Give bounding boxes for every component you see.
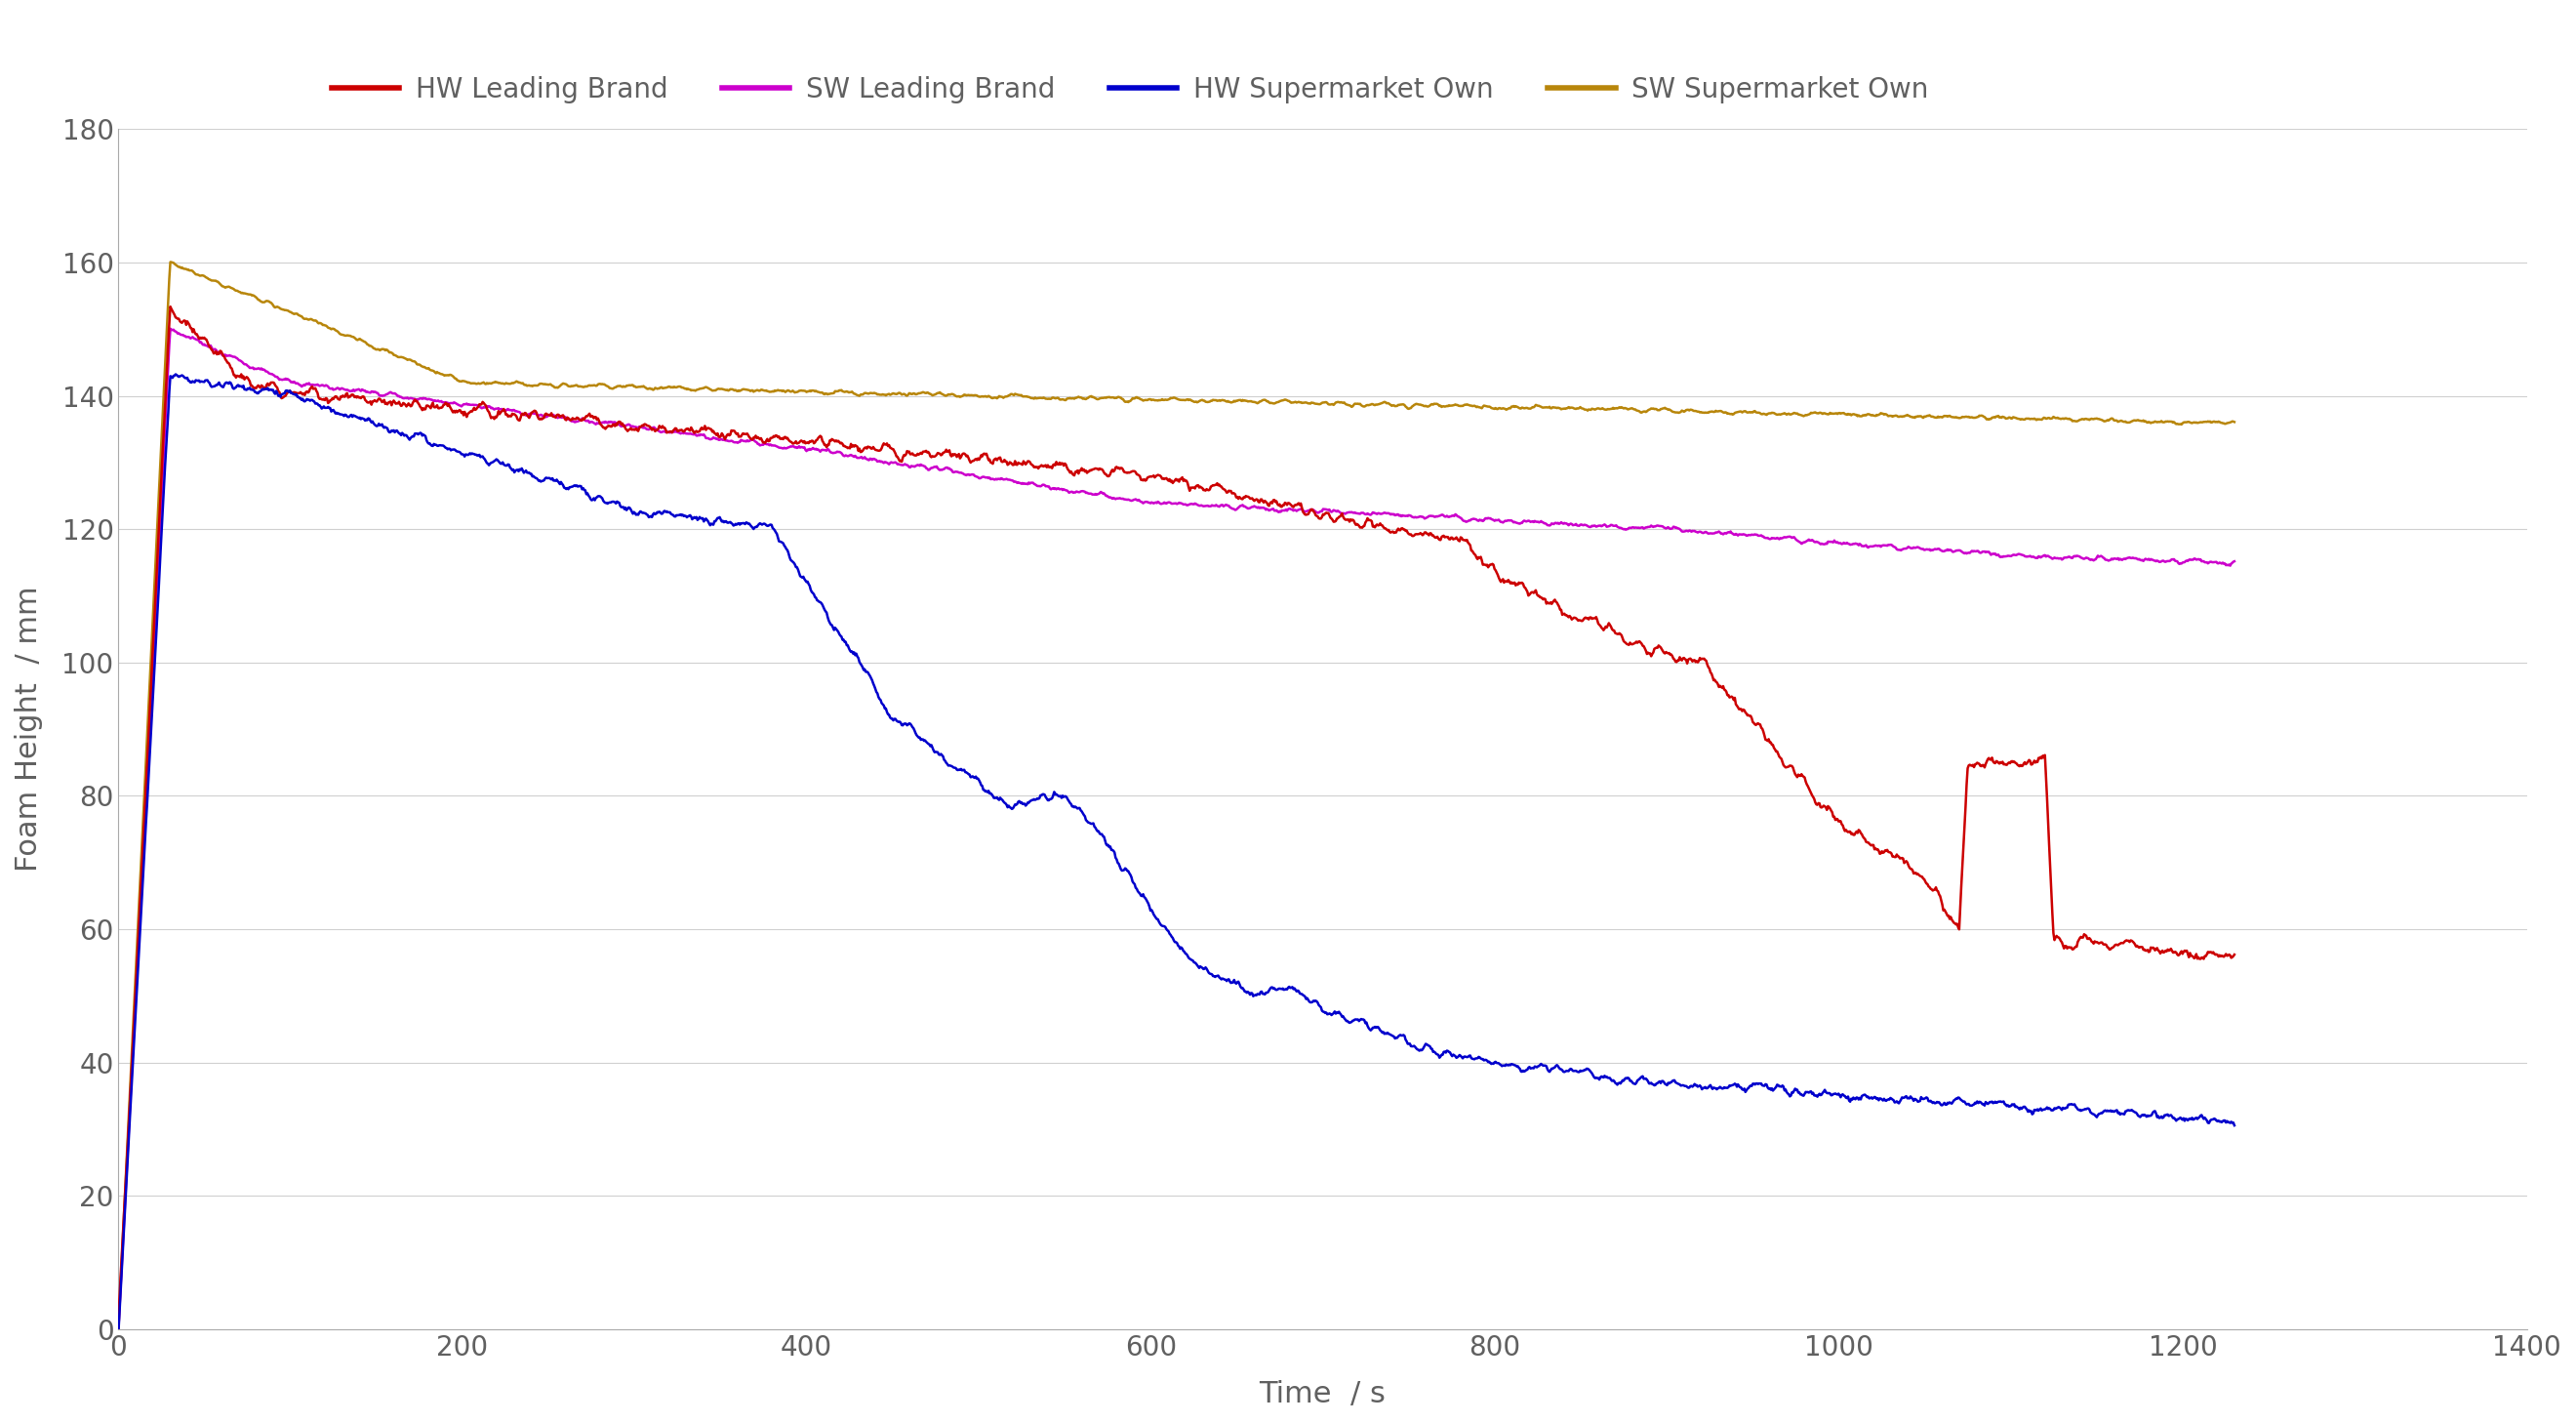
HW Supermarket Own: [2218, 1117, 2249, 1134]
HW Leading Brand: [1133, 468, 1164, 485]
HW Supermarket Own: [103, 1323, 134, 1340]
HW Supermarket Own: [160, 366, 191, 383]
HW Supermarket Own: [2159, 1110, 2190, 1127]
HW Supermarket Own: [1770, 1081, 1801, 1099]
SW Supermarket Own: [1133, 391, 1164, 408]
SW Supermarket Own: [2159, 414, 2190, 431]
SW Leading Brand: [2218, 552, 2249, 569]
HW Leading Brand: [211, 354, 242, 371]
Line: HW Supermarket Own: HW Supermarket Own: [118, 374, 2233, 1332]
SW Leading Brand: [155, 320, 185, 337]
SW Leading Brand: [1770, 529, 1801, 546]
SW Supermarket Own: [155, 253, 185, 270]
HW Leading Brand: [2218, 946, 2249, 963]
SW Supermarket Own: [2159, 414, 2190, 431]
SW Leading Brand: [211, 347, 242, 364]
SW Leading Brand: [1077, 487, 1108, 504]
SW Supermarket Own: [1770, 406, 1801, 423]
SW Supermarket Own: [211, 279, 242, 296]
SW Leading Brand: [2159, 551, 2190, 568]
SW Supermarket Own: [1077, 388, 1108, 406]
SW Supermarket Own: [2218, 414, 2249, 431]
SW Leading Brand: [103, 1319, 134, 1336]
HW Leading Brand: [1770, 758, 1801, 776]
X-axis label: Time  / s: Time / s: [1260, 1380, 1386, 1409]
HW Supermarket Own: [1077, 815, 1108, 832]
HW Supermarket Own: [1133, 895, 1164, 912]
HW Leading Brand: [1077, 461, 1108, 478]
SW Supermarket Own: [103, 1319, 134, 1336]
HW Leading Brand: [103, 1309, 134, 1326]
HW Leading Brand: [2159, 943, 2190, 961]
HW Leading Brand: [2159, 943, 2190, 961]
Y-axis label: Foam Height  / mm: Foam Height / mm: [15, 586, 44, 872]
HW Supermarket Own: [2159, 1110, 2190, 1127]
Line: SW Supermarket Own: SW Supermarket Own: [118, 262, 2233, 1328]
SW Leading Brand: [2159, 551, 2190, 568]
Line: SW Leading Brand: SW Leading Brand: [118, 329, 2233, 1328]
HW Supermarket Own: [211, 374, 242, 391]
Legend: HW Leading Brand, SW Leading Brand, HW Supermarket Own, SW Supermarket Own: HW Leading Brand, SW Leading Brand, HW S…: [319, 65, 1940, 114]
SW Leading Brand: [1133, 494, 1164, 511]
HW Leading Brand: [155, 297, 185, 314]
Line: HW Leading Brand: HW Leading Brand: [118, 306, 2233, 1318]
